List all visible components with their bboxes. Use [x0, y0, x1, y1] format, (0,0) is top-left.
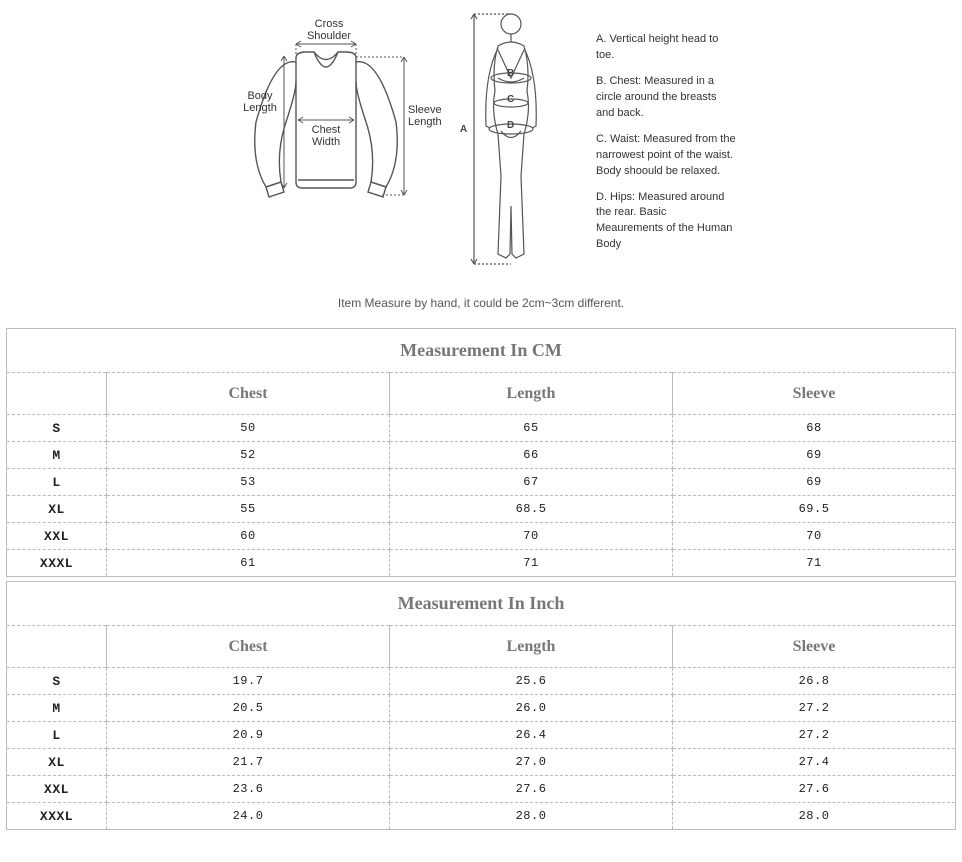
size-cell: XXXL: [7, 550, 107, 577]
label-chest-width: ChestWidth: [306, 124, 346, 148]
cell: 26.8: [673, 668, 956, 695]
cell: 26.4: [390, 722, 673, 749]
table-row: M20.526.027.2: [7, 695, 956, 722]
size-cell: S: [7, 415, 107, 442]
cell: 19.7: [107, 668, 390, 695]
table-row: XL5568.569.5: [7, 496, 956, 523]
cell: 69: [673, 469, 956, 496]
table-row: XXXL617171: [7, 550, 956, 577]
col-sleeve: Sleeve: [673, 373, 956, 415]
col-blank: [7, 626, 107, 668]
size-cell: L: [7, 469, 107, 496]
size-cell: S: [7, 668, 107, 695]
measurement-legend: A. Vertical height head to toe. B. Chest…: [596, 32, 736, 263]
cell: 20.5: [107, 695, 390, 722]
size-cell: XXXL: [7, 803, 107, 830]
size-cell: L: [7, 722, 107, 749]
cell: 26.0: [390, 695, 673, 722]
size-table-inch: Measurement In Inch Chest Length Sleeve …: [6, 581, 956, 830]
cell: 70: [673, 523, 956, 550]
table-row: XXXL24.028.028.0: [7, 803, 956, 830]
cell: 70: [390, 523, 673, 550]
cell: 68: [673, 415, 956, 442]
col-chest: Chest: [107, 373, 390, 415]
cell: 69: [673, 442, 956, 469]
legend-a: A. Vertical height head to toe.: [596, 32, 736, 64]
cell: 27.0: [390, 749, 673, 776]
cell: 52: [107, 442, 390, 469]
cell: 20.9: [107, 722, 390, 749]
table-header-row: Chest Length Sleeve: [7, 626, 956, 668]
cell: 53: [107, 469, 390, 496]
cell: 65: [390, 415, 673, 442]
cell: 61: [107, 550, 390, 577]
col-chest: Chest: [107, 626, 390, 668]
body-label-c: C: [507, 94, 514, 105]
body-diagram: A B C D: [456, 6, 566, 286]
legend-d: D. Hips: Measured around the rear. Basic…: [596, 190, 736, 254]
label-body-length: BodyLength: [240, 90, 280, 114]
cell: 27.4: [673, 749, 956, 776]
table-row: XL21.727.027.4: [7, 749, 956, 776]
size-cell: M: [7, 695, 107, 722]
col-length: Length: [390, 626, 673, 668]
size-cell: XL: [7, 749, 107, 776]
cell: 25.6: [390, 668, 673, 695]
diagram-area: CrossShoulder BodyLength ChestWidth Slee…: [0, 0, 962, 286]
cell: 66: [390, 442, 673, 469]
body-label-a: A: [460, 124, 467, 135]
cell: 69.5: [673, 496, 956, 523]
cell: 71: [673, 550, 956, 577]
cell: 55: [107, 496, 390, 523]
label-cross-shoulder: CrossShoulder: [304, 18, 354, 42]
table-row: S506568: [7, 415, 956, 442]
table-row: S19.725.626.8: [7, 668, 956, 695]
size-cell: XL: [7, 496, 107, 523]
measure-note: Item Measure by hand, it could be 2cm~3c…: [0, 296, 962, 310]
table-header-row: Chest Length Sleeve: [7, 373, 956, 415]
size-cell: XXL: [7, 776, 107, 803]
cell: 27.6: [673, 776, 956, 803]
cell: 23.6: [107, 776, 390, 803]
cell: 27.6: [390, 776, 673, 803]
table-row: L536769: [7, 469, 956, 496]
body-label-d: D: [507, 120, 514, 131]
table-row: M526669: [7, 442, 956, 469]
size-cell: XXL: [7, 523, 107, 550]
cell: 67: [390, 469, 673, 496]
body-label-b: B: [507, 68, 514, 79]
label-sleeve-length: SleeveLength: [408, 104, 448, 128]
col-blank: [7, 373, 107, 415]
cell: 68.5: [390, 496, 673, 523]
table-row: XXL23.627.627.6: [7, 776, 956, 803]
table-title-cm: Measurement In CM: [7, 329, 956, 373]
legend-c: C. Waist: Measured from the narrowest po…: [596, 132, 736, 180]
col-length: Length: [390, 373, 673, 415]
size-cell: M: [7, 442, 107, 469]
cell: 24.0: [107, 803, 390, 830]
cell: 71: [390, 550, 673, 577]
cell: 21.7: [107, 749, 390, 776]
table-row: XXL607070: [7, 523, 956, 550]
garment-diagram: CrossShoulder BodyLength ChestWidth Slee…: [226, 12, 426, 222]
table-row: L20.926.427.2: [7, 722, 956, 749]
legend-b: B. Chest: Measured in a circle around th…: [596, 74, 736, 122]
cell: 28.0: [390, 803, 673, 830]
cell: 27.2: [673, 722, 956, 749]
cell: 28.0: [673, 803, 956, 830]
size-table-cm: Measurement In CM Chest Length Sleeve S5…: [6, 328, 956, 577]
col-sleeve: Sleeve: [673, 626, 956, 668]
table-title-inch: Measurement In Inch: [7, 582, 956, 626]
cell: 50: [107, 415, 390, 442]
cell: 60: [107, 523, 390, 550]
cell: 27.2: [673, 695, 956, 722]
